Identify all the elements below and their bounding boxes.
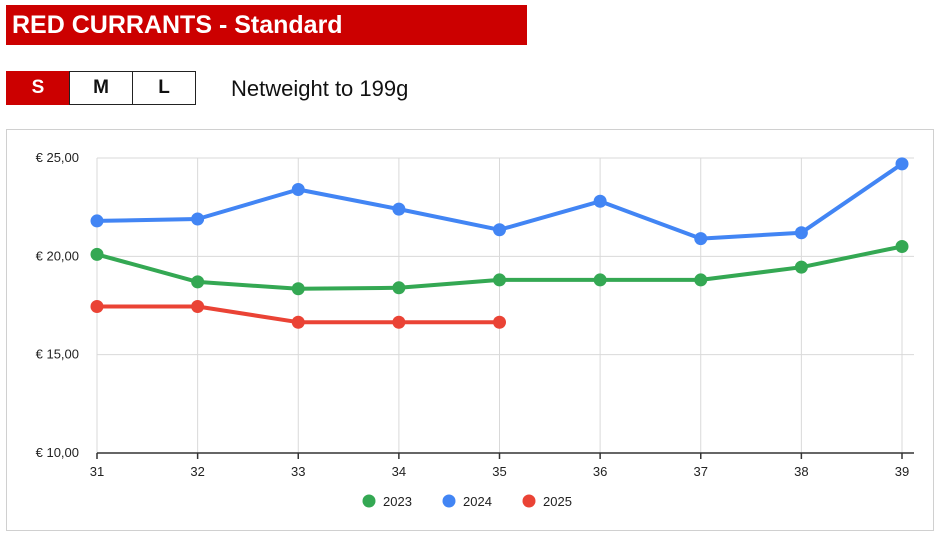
price-chart: € 10,00 € 15,00 € 20,00 € 25,00 31 32 33 34 35 36… [6, 129, 934, 531]
data-point-2025 [493, 315, 506, 329]
data-point-2024 [392, 202, 406, 216]
size-selector: S M L [6, 71, 196, 105]
data-point-2023 [90, 247, 104, 261]
y-tick-label: € 20,00 [36, 248, 79, 263]
data-point-2025 [191, 299, 205, 313]
x-tick-label: 33 [291, 464, 305, 479]
data-point-2024 [593, 194, 607, 208]
legend-label-2025: 2025 [543, 494, 572, 509]
y-tick-label: € 25,00 [36, 150, 79, 165]
data-point-2024 [191, 212, 205, 226]
data-point-2025 [90, 299, 104, 313]
x-tick-label: 39 [895, 464, 909, 479]
legend-marker-2024 [442, 494, 456, 508]
x-tick-label: 36 [593, 464, 607, 479]
line-chart: € 10,00 € 15,00 € 20,00 € 25,00 31 32 33 34 35 36… [36, 150, 914, 509]
size-tab-m[interactable]: M [69, 71, 133, 105]
x-tick-label: 34 [392, 464, 406, 479]
x-tick-label: 35 [492, 464, 506, 479]
legend-label-2024: 2024 [463, 494, 492, 509]
data-point-2023 [392, 281, 406, 295]
data-point-2024 [895, 157, 909, 171]
data-point-2023 [593, 273, 607, 287]
data-point-2024 [90, 214, 104, 228]
data-point-2025 [291, 315, 305, 329]
x-tick-label: 38 [794, 464, 808, 479]
data-point-2023 [694, 273, 708, 287]
data-point-2023 [191, 275, 205, 289]
data-point-2023 [794, 260, 808, 274]
size-tab-s[interactable]: S [6, 71, 70, 105]
data-point-2023 [291, 282, 305, 296]
netweight-label: Netweight to 199g [231, 76, 409, 101]
data-point-2024 [694, 232, 708, 246]
data-point-2025 [392, 315, 406, 329]
data-point-2023 [895, 240, 909, 253]
page-title: RED CURRANTS - Standard [6, 5, 527, 45]
y-tick-label: € 10,00 [36, 445, 79, 460]
x-tick-label: 31 [90, 464, 104, 479]
legend-marker-2023 [362, 494, 376, 508]
data-point-2024 [794, 226, 808, 240]
data-point-2024 [493, 223, 506, 237]
x-tick-label: 32 [190, 464, 204, 479]
legend-label-2023: 2023 [383, 494, 412, 509]
size-tab-l[interactable]: L [132, 71, 196, 105]
x-tick-label: 37 [694, 464, 708, 479]
legend-marker-2025 [522, 494, 536, 508]
data-point-2023 [493, 273, 506, 287]
data-point-2024 [291, 182, 305, 196]
y-tick-label: € 15,00 [36, 347, 79, 362]
